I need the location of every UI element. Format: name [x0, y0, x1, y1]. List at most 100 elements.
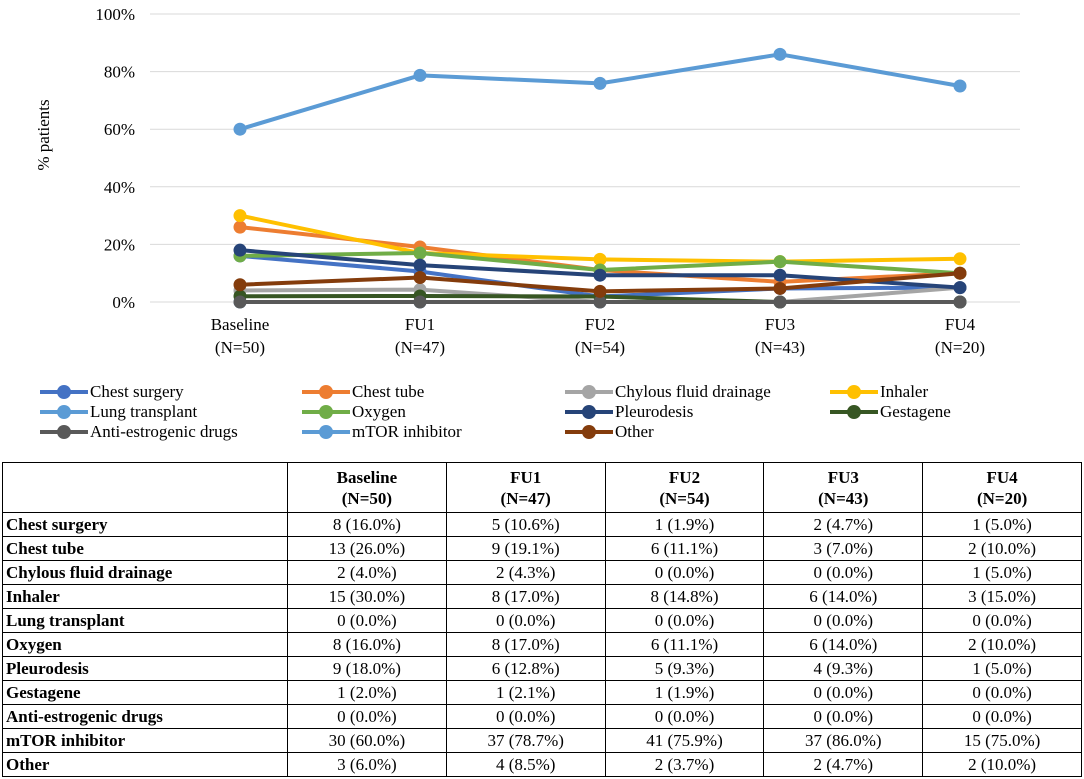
y-axis-ticks: 0% 20% 40% 60% 80% 100%: [95, 5, 135, 312]
data-point: [413, 295, 427, 309]
legend-dot: [582, 425, 596, 439]
header-n: (N=50): [341, 488, 393, 508]
data-point: [233, 122, 247, 136]
legend-label: Chest tube: [352, 382, 425, 401]
table-row: Lung transplant 0 (0.0%) 0 (0.0%) 0 (0.0%) 0…: [2, 608, 1082, 633]
x-axis-ticks: Baseline (N=50) FU1 (N=47) FU2 (N=54) FU3 (N=43…: [211, 315, 985, 357]
data-point: [773, 255, 787, 269]
legend-label: Other: [615, 422, 654, 441]
table-row: Pleurodesis 9 (18.0%) 6 (12.8%) 5 (9.3%) 4 (…: [2, 656, 1082, 681]
table-row: Chest surgery 8 (16.0%) 5 (10.6%) 1 (1.9%) 2…: [2, 512, 1082, 537]
header-cell: Baseline (N=50): [287, 462, 447, 513]
data-point: [593, 252, 607, 266]
table-cell: 30 (60.0%): [287, 728, 447, 753]
table-cell: 0 (0.0%): [604, 560, 765, 585]
legend-marker: [302, 382, 350, 402]
row-label: Chylous fluid drainage: [2, 560, 288, 585]
table-cell: 1 (5.0%): [922, 512, 1082, 537]
header-cell: FU2 (N=54): [604, 462, 765, 513]
table-cell: 0 (0.0%): [763, 680, 924, 705]
table-cell: 0 (0.0%): [287, 608, 447, 633]
legend-label: Oxygen: [352, 402, 406, 421]
legend-item: mTOR inhibitor: [302, 422, 462, 442]
table-cell: 8 (17.0%): [445, 584, 606, 609]
table-row: Gestagene 1 (2.0%) 1 (2.1%) 1 (1.9%) 0 (0.0%…: [2, 680, 1082, 705]
legend-marker: [40, 382, 88, 402]
table-cell: 0 (0.0%): [287, 704, 447, 729]
table-row: Chest tube 13 (26.0%) 9 (19.1%) 6 (11.1%) 3 …: [2, 536, 1082, 561]
header-n: (N=47): [500, 488, 551, 508]
table-cell: 8 (16.0%): [287, 512, 447, 537]
y-tick-label: 60%: [104, 120, 135, 139]
legend-item: Chylous fluid drainage: [565, 382, 771, 402]
x-tick-n-label: (N=20): [935, 338, 985, 357]
table-cell: 6 (14.0%): [763, 632, 924, 657]
header-n: (N=54): [659, 488, 710, 508]
table-cell: 3 (6.0%): [287, 752, 447, 777]
series-other: [233, 266, 967, 298]
table-cell: 0 (0.0%): [922, 680, 1082, 705]
header-name: FU4: [986, 467, 1018, 487]
series-line: [239, 52, 961, 132]
row-label: Lung transplant: [2, 608, 288, 633]
legend-dot: [319, 385, 333, 399]
legend-dot: [57, 405, 71, 419]
table-cell: 37 (86.0%): [763, 728, 924, 753]
table-header: Baseline (N=50) FU1 (N=47) FU2 (N=54) FU3 (N…: [2, 462, 1082, 513]
table-cell: 2 (4.0%): [287, 560, 447, 585]
table-cell: 8 (14.8%): [604, 584, 765, 609]
data-point: [233, 209, 247, 223]
table-cell: 6 (12.8%): [445, 656, 606, 681]
legend-marker: [302, 422, 350, 442]
table-row: Other 3 (6.0%) 4 (8.5%) 2 (3.7%) 2 (4.7%) 2 (…: [2, 752, 1082, 777]
row-label: Gestagene: [2, 680, 288, 705]
legend-label: Anti-estrogenic drugs: [90, 422, 238, 441]
data-point: [233, 243, 247, 257]
x-tick-n-label: (N=43): [755, 338, 805, 357]
data-point: [953, 281, 967, 295]
series-pleurodesis: [233, 243, 967, 295]
legend-marker: [40, 402, 88, 422]
data-point: [773, 268, 787, 282]
data-point: [413, 271, 427, 285]
data-point: [773, 295, 787, 309]
table-cell: 8 (16.0%): [287, 632, 447, 657]
legend-item: Oxygen: [302, 402, 406, 422]
table-row: Anti-estrogenic drugs 0 (0.0%) 0 (0.0%) 0 (…: [2, 704, 1082, 729]
table-cell: 15 (75.0%): [922, 728, 1082, 753]
x-tick-n-label: (N=47): [395, 338, 445, 357]
row-label: mTOR inhibitor: [2, 728, 288, 753]
data-point: [953, 252, 967, 266]
table-row: Inhaler 15 (30.0%) 8 (17.0%) 8 (14.8%) 6 (14…: [2, 584, 1082, 609]
table-cell: 13 (26.0%): [287, 536, 447, 561]
table-cell: 2 (3.7%): [604, 752, 765, 777]
line-chart: 0% 20% 40% 60% 80% 100% Baseline (N=50) FU1 (N=4…: [34, 5, 1020, 357]
x-tick-n-label: (N=54): [575, 338, 625, 357]
table-cell: 0 (0.0%): [763, 560, 924, 585]
row-label: Chest tube: [2, 536, 288, 561]
series-mtor-inhibitor: [233, 47, 967, 136]
table-cell: 9 (19.1%): [445, 536, 606, 561]
data-point: [233, 295, 247, 309]
x-tick-n-label: (N=50): [215, 338, 265, 357]
legend-marker: [830, 382, 878, 402]
header-cell: FU1 (N=47): [445, 462, 606, 513]
y-tick-label: 40%: [104, 178, 135, 197]
legend-label: Chest surgery: [90, 382, 184, 401]
x-tick-label: FU3: [765, 315, 795, 334]
legend-marker: [565, 382, 613, 402]
legend-dot: [57, 425, 71, 439]
table-cell: 2 (10.0%): [922, 536, 1082, 561]
data-point: [413, 68, 427, 82]
data-point: [953, 79, 967, 93]
header-name: FU2: [668, 467, 701, 487]
row-label: Inhaler: [2, 584, 288, 609]
row-label: Other: [2, 752, 288, 777]
table-cell: 2 (10.0%): [922, 752, 1082, 777]
legend-item: Inhaler: [830, 382, 928, 402]
data-point: [413, 246, 427, 260]
table-cell: 5 (10.6%): [445, 512, 606, 537]
table-cell: 9 (18.0%): [287, 656, 447, 681]
table-cell: 6 (11.1%): [604, 632, 765, 657]
table-cell: 5 (9.3%): [604, 656, 765, 681]
